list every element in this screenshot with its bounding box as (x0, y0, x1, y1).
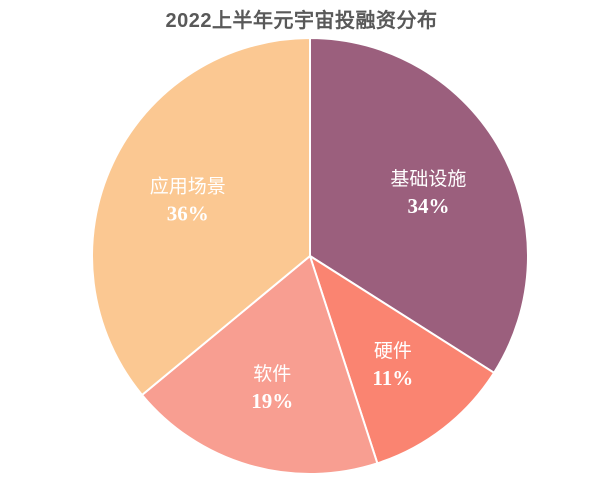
pie-slice-2 (140, 254, 379, 475)
pie-slice-3 (91, 36, 311, 397)
slice-value-2: 19% (251, 389, 293, 413)
slice-value-3: 36% (167, 201, 209, 225)
slice-label-2: 软件 (253, 363, 291, 385)
pie-slice-0 (309, 36, 529, 375)
slice-label-1: 硬件 (374, 340, 412, 362)
slice-label-3: 应用场景 (150, 175, 226, 197)
pie-slice-1 (308, 253, 496, 465)
slice-value-0: 34% (407, 194, 449, 218)
chart-title: 2022上半年元宇宙投融资分布 (165, 10, 438, 32)
slice-label-0: 基础设施 (390, 168, 466, 190)
slice-value-1: 11% (372, 366, 413, 390)
